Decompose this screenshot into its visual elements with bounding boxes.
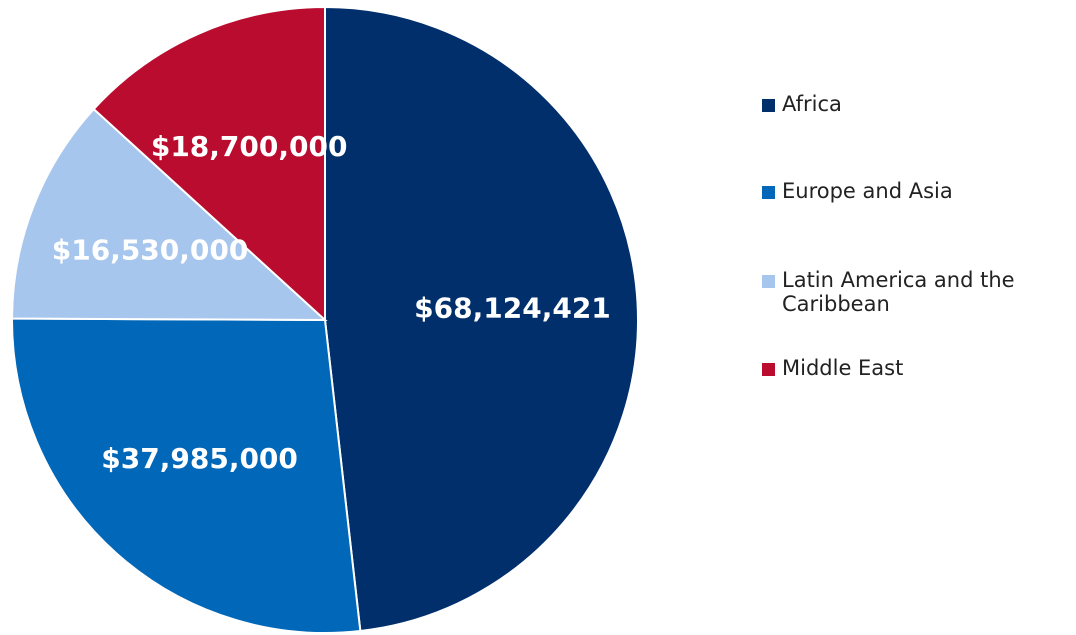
pie-slice [10,107,328,322]
legend-label: Africa [782,92,842,116]
legend-item: Middle East [762,356,1072,380]
legend-swatch [762,363,775,376]
data-label: $68,124,421 [414,291,611,324]
legend-item: Europe and Asia [762,179,1072,203]
legend-label: Middle East [782,356,904,380]
pie-slice [92,5,326,323]
pie-slice [324,5,639,633]
legend-swatch [762,99,775,112]
data-label: $37,985,000 [101,442,298,475]
legend-swatch [762,186,775,199]
legend-item: Africa [762,92,1072,116]
legend-label: Latin America and the Caribbean [782,268,1015,316]
legend-label: Europe and Asia [782,179,953,203]
legend-item: Latin America and the Caribbean [762,268,1072,316]
data-label: $16,530,000 [52,234,249,267]
data-label: $18,700,000 [151,130,348,163]
legend-swatch [762,275,775,288]
pie-slice [11,317,362,634]
